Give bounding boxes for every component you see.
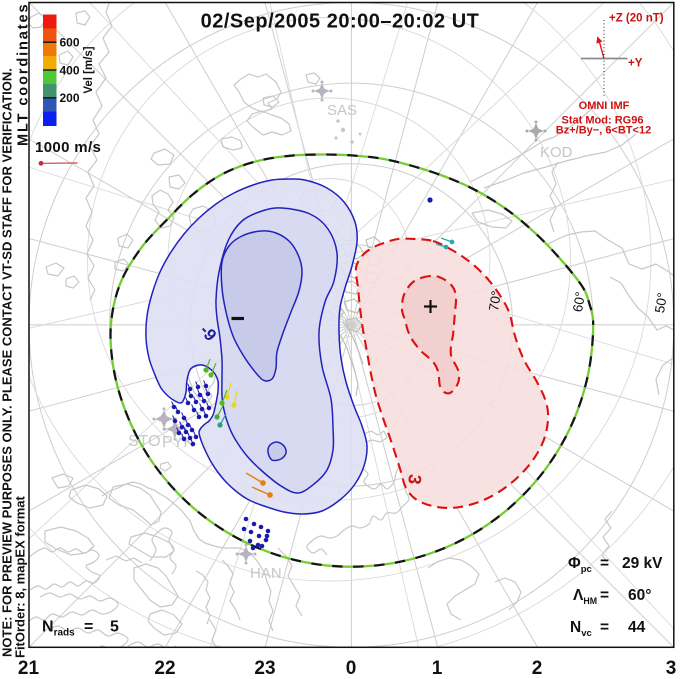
svg-text:OMNI IMF: OMNI IMF xyxy=(579,100,630,112)
svg-text:KOD: KOD xyxy=(540,144,573,161)
svg-text:+Z (20 nT): +Z (20 nT) xyxy=(609,13,664,25)
svg-text:Vel [m/s]: Vel [m/s] xyxy=(83,46,95,93)
svg-text:STO: STO xyxy=(128,433,161,450)
svg-text:600: 600 xyxy=(60,36,80,50)
svg-text:1: 1 xyxy=(432,658,443,674)
svg-text:200: 200 xyxy=(60,91,80,105)
svg-text:44: 44 xyxy=(628,619,646,636)
svg-text:HAN: HAN xyxy=(250,565,282,582)
svg-text:60°: 60° xyxy=(570,291,588,314)
svg-text:0: 0 xyxy=(346,658,357,674)
svg-text:23: 23 xyxy=(254,658,275,674)
svg-text:=: = xyxy=(600,555,609,572)
svg-text:2: 2 xyxy=(532,658,543,674)
svg-text:70°: 70° xyxy=(486,290,504,313)
svg-text:22: 22 xyxy=(154,658,175,674)
svg-text:=: = xyxy=(600,587,609,604)
svg-text:=: = xyxy=(600,619,609,636)
svg-text:400: 400 xyxy=(60,63,80,77)
svg-text:60°: 60° xyxy=(628,587,651,604)
svg-text:21: 21 xyxy=(18,658,40,674)
svg-text:5: 5 xyxy=(110,619,119,636)
svg-text:=: = xyxy=(84,619,93,636)
svg-text:FitOrder: 8, mapEX format: FitOrder: 8, mapEX format xyxy=(13,496,28,658)
svg-text:29 kV: 29 kV xyxy=(622,555,663,572)
svg-text:Bz+/By−, 6<BT<12: Bz+/By−, 6<BT<12 xyxy=(556,125,651,137)
svg-text:02/Sep/2005 20:00–20:02 UT: 02/Sep/2005 20:00–20:02 UT xyxy=(201,11,480,33)
svg-text:1000 m/s: 1000 m/s xyxy=(35,139,101,156)
svg-text:50°: 50° xyxy=(652,292,670,315)
svg-text:MLT coordinates: MLT coordinates xyxy=(16,3,32,146)
svg-text:SAS: SAS xyxy=(327,102,357,119)
svg-text:+Y: +Y xyxy=(628,58,643,70)
svg-text:3: 3 xyxy=(666,658,677,674)
